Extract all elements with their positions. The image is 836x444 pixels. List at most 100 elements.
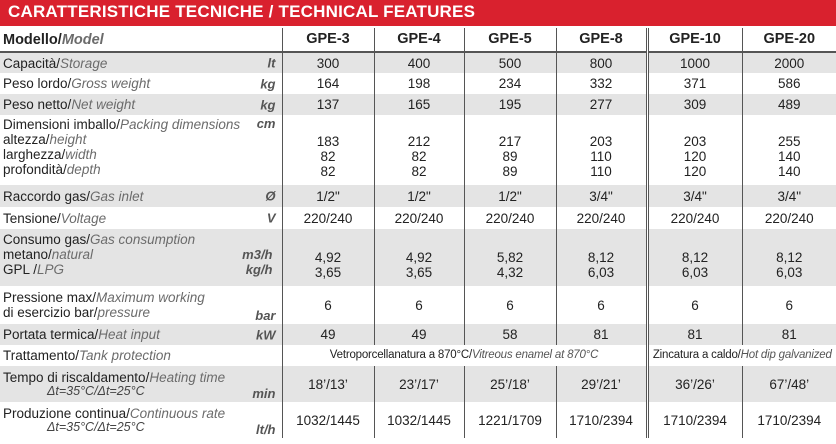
table-cell: 195 [464, 94, 557, 115]
table-cell: 220/240 [647, 207, 743, 229]
table-cell: 137 [282, 94, 375, 115]
table-cell: 6 [742, 286, 836, 324]
consumption-label: Consumo gas/Gas consumption metano/natur… [0, 229, 283, 286]
net-label-it: Peso netto/ [3, 97, 72, 112]
table-cell: 29’/21’ [556, 366, 649, 402]
table-cell: 255 [777, 133, 801, 149]
table-cell: 81 [742, 324, 836, 345]
continuous-rate-row: Produzione continua/Continuous rate Δt=3… [0, 402, 836, 438]
spec-table: Modello/Model GPE-3 GPE-4 GPE-5 GPE-8 GP… [0, 28, 836, 438]
table-cell: 3,65 [405, 264, 433, 280]
tank-label-en: Tank protection [79, 348, 171, 363]
storage-unit: lt [267, 55, 276, 71]
table-cell: 500 [464, 52, 557, 73]
table-cell: 1000 [647, 52, 743, 73]
table-cell: 110 [590, 163, 612, 179]
packing-unit: cm [256, 116, 276, 131]
table-cell: 1710/2394 [647, 402, 743, 438]
net-weight-label: Peso netto/Net weight kg [0, 94, 283, 115]
table-cell: 198 [374, 73, 465, 94]
table-cell: 332 [556, 73, 649, 94]
table-cell: 6 [282, 286, 375, 324]
heat-input-row: Portata termica/Heat input kW 49 49 58 8… [0, 324, 836, 345]
storage-label: Capacità/Storage lt [0, 52, 283, 73]
natural-label-it: metano/ [3, 247, 52, 262]
table-cell: 586 [742, 73, 836, 94]
heating-delta: Δt=35°C/Δt=25°C [47, 384, 145, 398]
galvanized-en: Hot dip galvanized [740, 349, 832, 361]
heating-time-row: Tempo di riscaldamento/Heating time Δt=3… [0, 366, 836, 402]
voltage-row: Tensione/Voltage V 220/240 220/240 220/2… [0, 207, 836, 229]
tank-protection-row: Trattamento/Tank protection Vetroporcell… [0, 345, 836, 366]
continuous-label-en: Continuous rate [129, 406, 226, 421]
table-cell: 140 [777, 148, 801, 164]
packing-cell: 183 82 82 [282, 115, 375, 185]
model-row: Modello/Model GPE-3 GPE-4 GPE-5 GPE-8 GP… [0, 28, 836, 53]
storage-label-it: Capacità/ [3, 55, 61, 71]
table-cell: 220/240 [374, 207, 465, 229]
packing-label-it: Dimensioni imballo/ [3, 117, 121, 132]
gas-inlet-unit: Ø [265, 188, 276, 204]
voltage-label-it: Tensione/ [3, 210, 61, 226]
table-cell: 89 [502, 163, 518, 179]
table-cell: 217 [498, 133, 522, 149]
net-weight-row: Peso netto/Net weight kg 137 165 195 277… [0, 94, 836, 115]
voltage-unit: V [266, 210, 276, 226]
pressure-unit: bar [255, 308, 276, 323]
table-cell: 400 [374, 52, 465, 73]
table-cell: 25’/18’ [464, 366, 557, 402]
packing-label-en: Packing dimensions [120, 117, 241, 132]
table-cell: 120 [683, 163, 707, 179]
table-cell: 58 [464, 324, 557, 345]
consumption-cell: 4,92 3,65 [374, 229, 465, 286]
heating-label-it: Tempo di riscaldamento/ [3, 370, 150, 385]
model-gpe-3: GPE-3 [282, 28, 375, 53]
lpg-label-it: GPL / [3, 262, 38, 277]
consumption-cell: 8,12 6,03 [556, 229, 649, 286]
table-cell: 82 [320, 148, 336, 164]
table-cell: 36’/26’ [647, 366, 743, 402]
table-cell: 165 [374, 94, 465, 115]
table-cell: 8,12 [587, 249, 615, 265]
tank-enamel-cell: Vetroporcellanatura a 870°C/Vitreous ena… [282, 345, 649, 366]
natural-label-en: natural [51, 247, 94, 262]
continuous-rate-label: Produzione continua/Continuous rate Δt=3… [0, 402, 283, 438]
header-bar: CARATTERISTICHE TECNICHE / TECHNICAL FEA… [0, 0, 836, 26]
pressure-row: Pressione max/Maximum working di eserciz… [0, 286, 836, 324]
table-cell: 1/2" [374, 185, 465, 207]
pressure-label-it: Pressione max/ [3, 290, 97, 305]
heat-input-label-it: Portata termica/ [3, 327, 99, 342]
table-cell: 203 [683, 133, 707, 149]
height-label-en: height [49, 132, 87, 147]
table-cell: 140 [777, 163, 801, 179]
table-cell: 6 [374, 286, 465, 324]
natural-unit: m3/h [242, 247, 273, 262]
table-cell: 23’/17’ [374, 366, 465, 402]
consumption-label-it: Consumo gas/ [3, 232, 91, 247]
table-cell: 4,92 [314, 249, 342, 265]
gross-label-it: Peso lordo/ [3, 76, 72, 91]
enamel-it: Vetroporcellanatura a 870°C/ [329, 349, 473, 361]
table-cell: 5,82 [496, 249, 524, 265]
table-cell: 6,03 [776, 264, 803, 280]
table-cell: 212 [407, 133, 431, 149]
tank-label-it: Trattamento/ [3, 348, 80, 363]
tank-protection-label: Trattamento/Tank protection [0, 345, 283, 366]
table-cell: 164 [282, 73, 375, 94]
packing-cell: 203 120 120 [647, 115, 743, 185]
galvanized-it: Zincatura a caldo/ [652, 349, 741, 361]
gas-inlet-label-en: Gas inlet [90, 188, 144, 204]
table-cell: 8,12 [681, 249, 709, 265]
width-label-en: width [65, 147, 97, 162]
continuous-unit: lt/h [256, 422, 276, 437]
packing-cell: 217 89 89 [464, 115, 557, 185]
storage-row: Capacità/Storage lt 300 400 500 800 1000… [0, 52, 836, 73]
packing-row: Dimensioni imballo/Packing dimensions al… [0, 115, 836, 185]
gross-label-en: Gross weight [71, 76, 151, 91]
table-cell: 800 [556, 52, 649, 73]
table-cell: 1710/2394 [556, 402, 649, 438]
consumption-cell: 8,12 6,03 [647, 229, 743, 286]
heating-unit: min [252, 386, 276, 401]
heat-input-unit: kW [256, 327, 276, 342]
table-cell: 110 [590, 148, 612, 164]
